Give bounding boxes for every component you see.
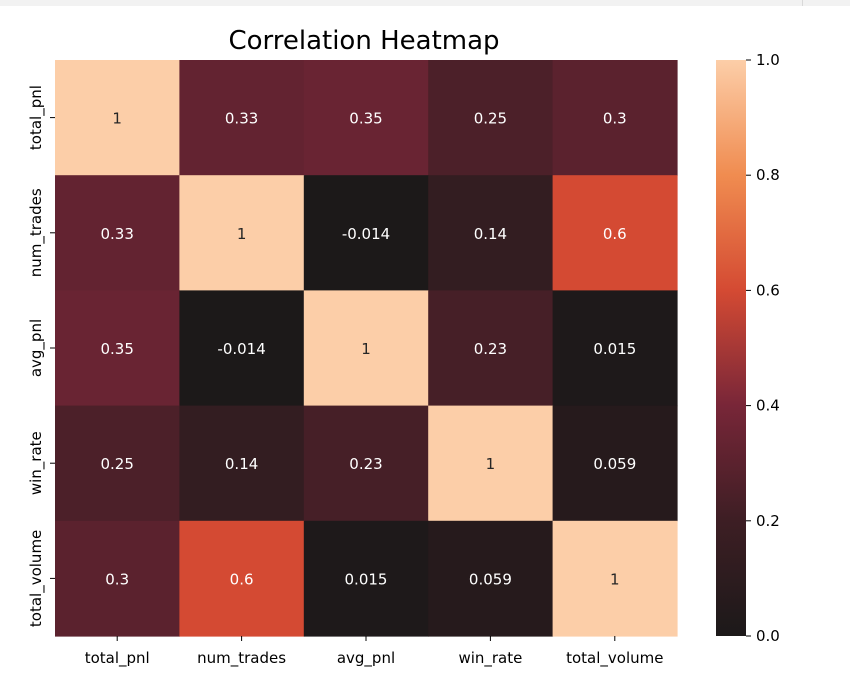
heatmap-cell-num_trades-total_volume (552, 175, 678, 291)
heatmap-cell-num_trades-avg_pnl (303, 175, 429, 291)
heatmap-value-label: 0.25 (474, 110, 507, 128)
heatmap-value-label: 0.3 (105, 570, 129, 588)
y-tick-label: num_trades (27, 188, 46, 277)
heatmap-cell-avg_pnl-total_pnl (55, 290, 180, 407)
heatmap-value-label: 0.6 (603, 225, 627, 243)
heatmap-value-label: 0.059 (469, 570, 512, 588)
colorbar-tick-label: 0.2 (756, 512, 780, 530)
heatmap-cell-num_trades-num_trades (179, 175, 305, 291)
heatmap-value-label: 0.25 (100, 455, 133, 473)
heatmap-value-label: 0.015 (345, 570, 388, 588)
heatmap-value-label: 0.059 (593, 455, 636, 473)
heatmap-value-label: 0.14 (225, 455, 258, 473)
heatmap-cell-total_pnl-total_volume (552, 60, 678, 176)
heatmap-value-label: 0.23 (474, 340, 507, 358)
heatmap-cell-total_volume-total_volume (552, 520, 678, 637)
y-tick-label: total_pnl (27, 85, 46, 150)
colorbar-tick-label: 0.4 (756, 397, 780, 415)
heatmap-cell-avg_pnl-win_rate (428, 290, 554, 407)
heatmap-value-label: 1 (486, 455, 496, 473)
heatmap-annotations: 1 0.33 0.35 0.25 0.3 0.33 1 -0.014 0.14 0.6 0.35 -0… (100, 110, 636, 589)
heatmap-value-label: 0.14 (474, 225, 507, 243)
heatmap-value-label: 0.23 (349, 455, 382, 473)
heatmap-cell-win_rate-avg_pnl (303, 405, 429, 522)
colorbar-tick-label: 1.0 (756, 51, 780, 69)
colorbar-axis: 0.0 0.2 0.4 0.6 0.8 1.0 (746, 51, 780, 645)
heatmap-value-label: -0.014 (342, 225, 390, 243)
heatmap-cell-total_pnl-win_rate (428, 60, 554, 176)
heatmap-cell-avg_pnl-avg_pnl (303, 290, 429, 407)
y-tick-label: avg_pnl (27, 319, 46, 377)
heatmap-cell-win_rate-win_rate (428, 405, 554, 522)
heatmap-cells (55, 60, 678, 637)
heatmap-value-label: 1 (237, 225, 247, 243)
heatmap-value-label: 0.33 (100, 225, 133, 243)
heatmap-value-label: 1 (112, 110, 122, 128)
heatmap-value-label: 1 (361, 340, 371, 358)
y-tick-label: total_volume (27, 530, 46, 627)
x-tick-label: total_pnl (85, 649, 150, 668)
heatmap-value-label: 0.35 (349, 110, 382, 128)
colorbar-tick-label: 0.6 (756, 281, 780, 299)
heatmap-value-label: 0.35 (100, 340, 133, 358)
heatmap-value-label: 1 (610, 570, 620, 588)
heatmap-value-label: 0.6 (230, 570, 254, 588)
heatmap-cell-total_pnl-total_pnl (55, 60, 180, 176)
notebook-top-bar (0, 0, 850, 6)
heatmap-cell-num_trades-total_pnl (55, 175, 180, 291)
heatmap-value-label: 0.3 (603, 110, 627, 128)
heatmap-value-label: 0.015 (593, 340, 636, 358)
heatmap-cell-total_volume-total_pnl (55, 520, 180, 637)
notebook-top-bar-divider (802, 0, 803, 6)
colorbar-tick-label: 0.0 (756, 627, 780, 645)
heatmap-cell-avg_pnl-num_trades (179, 290, 305, 407)
heatmap-cell-total_volume-avg_pnl (303, 520, 429, 637)
y-tick-label: win_rate (27, 431, 46, 495)
heatmap-cell-total_pnl-num_trades (179, 60, 305, 176)
heatmap-value-label: -0.014 (217, 340, 265, 358)
x-axis: total_pnl num_trades avg_pnl win_rate total_… (85, 636, 663, 668)
colorbar-tick-label: 0.8 (756, 166, 780, 184)
x-tick-label: avg_pnl (337, 649, 395, 668)
x-tick-label: total_volume (566, 649, 663, 668)
heatmap-cell-win_rate-total_volume (552, 405, 678, 522)
chart-title: Correlation Heatmap (228, 26, 499, 56)
heatmap-cell-win_rate-total_pnl (55, 405, 180, 522)
y-axis: total_pnl num_trades avg_pnl win_rate total_… (27, 85, 55, 627)
x-tick-label: num_trades (197, 649, 286, 668)
heatmap-cell-avg_pnl-total_volume (552, 290, 678, 407)
heatmap-value-label: 0.33 (225, 110, 258, 128)
colorbar (716, 60, 746, 636)
heatmap-cell-total_volume-num_trades (179, 520, 305, 637)
heatmap-cell-num_trades-win_rate (428, 175, 554, 291)
heatmap-cell-win_rate-num_trades (179, 405, 305, 522)
x-tick-label: win_rate (458, 649, 522, 668)
heatmap-cell-total_pnl-avg_pnl (303, 60, 429, 176)
heatmap-cell-total_volume-win_rate (428, 520, 554, 637)
